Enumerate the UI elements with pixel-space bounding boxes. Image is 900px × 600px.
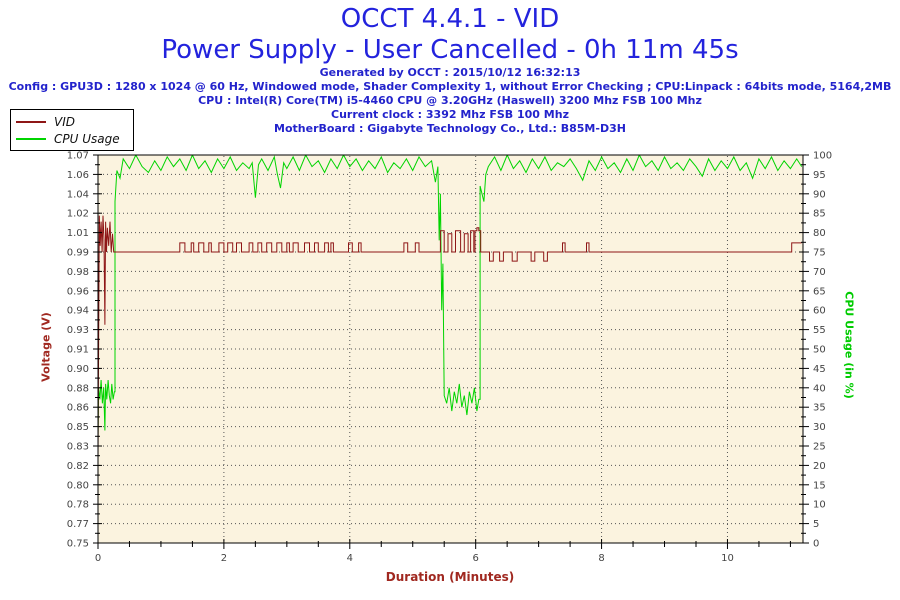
y-left-tick-label: 0.94 [67, 306, 89, 317]
legend-label-vid: VID [54, 114, 75, 129]
y-right-tick-label: 5 [813, 519, 819, 530]
y-right-tick-label: 70 [813, 267, 826, 278]
cpu-line: CPU : Intel(R) Core(TM) i5-4460 CPU @ 3.… [198, 94, 702, 107]
x-tick-label: 0 [95, 553, 101, 564]
y-left-tick-label: 0.82 [67, 461, 89, 472]
gridlines [99, 156, 802, 542]
vid-line-swatch [16, 120, 46, 123]
y-axis-title-cpu-usage: CPU Usage (in %) [842, 291, 856, 399]
y-right-tick-label: 50 [813, 345, 826, 356]
clock-line: Current clock : 3392 Mhz FSB 100 Mhz [331, 108, 569, 121]
y-left-tick-label: 0.90 [67, 364, 89, 375]
y-left-tick-label: 0.88 [67, 383, 89, 394]
legend-label-cpu-usage: CPU Usage [54, 131, 120, 146]
series-cpu-usage [98, 155, 803, 439]
y-left-tick-label: 1.04 [67, 189, 89, 200]
y-left-tick-label: 0.86 [67, 403, 89, 414]
y-right-tick-label: 90 [813, 189, 826, 200]
y-left-tick-label: 0.93 [67, 325, 89, 336]
x-axis-title-duration: Duration (Minutes) [385, 570, 515, 584]
y-right-tick-label: 100 [813, 151, 832, 162]
y-right-tick-label: 55 [813, 325, 826, 336]
y-left-tick-label: 1.02 [67, 209, 89, 220]
y-right-tick-label: 30 [813, 422, 826, 433]
y-right-tick-label: 20 [813, 461, 826, 472]
x-tick-label: 6 [472, 553, 478, 564]
series-vid [98, 215, 802, 459]
y-right-tick-label: 60 [813, 306, 826, 317]
y-left-tick-label: 1.06 [67, 170, 89, 181]
y-right-tick-label: 95 [813, 170, 826, 181]
y-right-tick-label: 15 [813, 480, 826, 491]
y-left-tick-label: 0.96 [67, 286, 89, 297]
series-group [98, 155, 803, 459]
axis-ticks [93, 154, 809, 549]
report-header: OCCT 4.4.1 - VID Power Supply - User Can… [0, 4, 900, 136]
legend-item-vid: VID [16, 113, 128, 130]
y-left-tick-label: 1.01 [67, 228, 89, 239]
motherboard-line: MotherBoard : Gigabyte Technology Co., L… [274, 122, 626, 135]
y-right-tick-label: 25 [813, 442, 826, 453]
y-right-tick-label: 75 [813, 248, 826, 259]
page-subtitle: Power Supply - User Cancelled - 0h 11m 4… [161, 35, 739, 65]
y-right-tick-label: 35 [813, 403, 826, 414]
y-axis-title-voltage: Voltage (V) [39, 312, 53, 382]
x-tick-label: 4 [347, 553, 353, 564]
legend-item-cpu-usage: CPU Usage [16, 130, 128, 147]
y-right-tick-label: 85 [813, 209, 826, 220]
y-left-tick-label: 0.80 [67, 480, 89, 491]
config-line: Config : GPU3D : 1280 x 1024 @ 60 Hz, Wi… [8, 80, 892, 93]
y-right-tick-label: 0 [813, 539, 819, 550]
chart-legend: VID CPU Usage [10, 109, 134, 151]
y-left-tick-label: 0.91 [67, 345, 89, 356]
y-left-tick-label: 0.78 [67, 500, 89, 511]
x-tick-label: 10 [721, 553, 734, 564]
y-right-tick-label: 40 [813, 383, 826, 394]
y-right-tick-label: 65 [813, 286, 826, 297]
y-right-tick-label: 80 [813, 228, 826, 239]
y-left-tick-label: 0.85 [67, 422, 89, 433]
y-left-tick-label: 0.98 [67, 267, 89, 278]
y-right-tick-label: 45 [813, 364, 826, 375]
page-title: OCCT 4.4.1 - VID [340, 4, 560, 34]
y-left-tick-label: 1.07 [67, 151, 89, 162]
y-left-tick-label: 0.75 [67, 539, 89, 550]
x-tick-label: 2 [221, 553, 227, 564]
y-left-tick-label: 0.99 [67, 248, 89, 259]
x-tick-label: 8 [598, 553, 604, 564]
cpu-usage-line-swatch [16, 137, 46, 140]
y-right-tick-label: 10 [813, 500, 826, 511]
axis-tick-labels: 1.07 1.06 1.04 1.02 1.01 0.99 0.98 0.96 0.94 0.93… [67, 151, 832, 565]
y-left-tick-label: 0.83 [67, 442, 89, 453]
y-left-tick-label: 0.77 [67, 519, 89, 530]
generated-line: Generated by OCCT : 2015/10/12 16:32:13 [319, 66, 581, 79]
